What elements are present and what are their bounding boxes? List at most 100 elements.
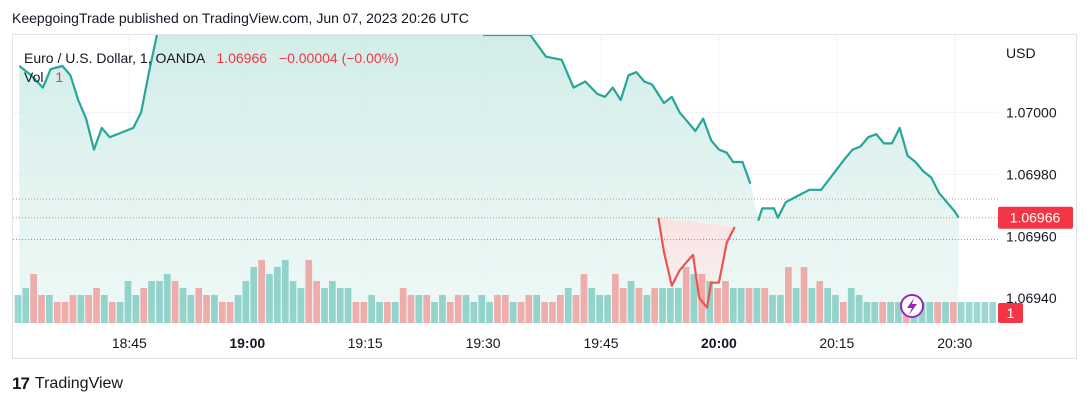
volume-legend-value: 1 bbox=[55, 69, 64, 85]
volume-bar bbox=[981, 302, 989, 323]
volume-bar bbox=[399, 288, 407, 323]
volume-bar bbox=[525, 295, 533, 323]
volume-legend-label: Vol bbox=[24, 69, 44, 85]
volume-bar bbox=[549, 302, 556, 323]
volume-bar bbox=[116, 302, 124, 323]
volume-bar bbox=[250, 267, 258, 323]
volume-bar bbox=[761, 288, 769, 323]
volume-badge-label: 1 bbox=[1007, 305, 1015, 321]
volume-bar bbox=[360, 302, 368, 323]
volume-bar bbox=[808, 288, 816, 323]
volume-bar bbox=[942, 302, 949, 323]
volume-bar bbox=[352, 302, 360, 323]
volume-bar bbox=[517, 302, 525, 323]
volume-bar bbox=[274, 267, 281, 323]
volume-bar bbox=[46, 295, 53, 323]
volume-bar bbox=[391, 302, 399, 323]
volume-bar bbox=[863, 302, 871, 323]
volume-bar bbox=[729, 288, 737, 323]
volume-bar bbox=[242, 281, 250, 323]
volume-bar bbox=[85, 295, 92, 323]
volume-bar bbox=[101, 295, 108, 323]
lightning-icon[interactable] bbox=[900, 294, 924, 318]
volume-bar bbox=[816, 281, 824, 323]
volume-bar bbox=[14, 295, 22, 323]
tradingview-logo[interactable]: 17 TradingView bbox=[12, 374, 123, 394]
volume-bar bbox=[478, 295, 486, 323]
volume-bar bbox=[53, 302, 61, 323]
x-tick-label: 19:15 bbox=[348, 335, 383, 351]
volume-bar bbox=[950, 302, 957, 323]
volume-bar bbox=[368, 295, 375, 323]
volume-bar bbox=[187, 295, 195, 323]
volume-bar bbox=[769, 295, 776, 323]
price-line-up bbox=[18, 35, 158, 151]
volume-bar bbox=[462, 295, 470, 323]
volume-bar bbox=[431, 302, 438, 323]
volume-bar bbox=[572, 295, 580, 323]
volume-bar bbox=[635, 288, 643, 323]
volume-bar bbox=[108, 302, 116, 323]
volume-bar bbox=[376, 302, 383, 323]
volume-bar bbox=[753, 288, 761, 323]
tradingview-brand: TradingView bbox=[34, 375, 123, 392]
volume-bar bbox=[305, 260, 313, 323]
volume-bar bbox=[439, 295, 446, 323]
x-tick-label: 19:00 bbox=[229, 335, 265, 351]
volume-bar bbox=[140, 288, 148, 323]
volume-bar bbox=[824, 288, 831, 323]
volume-bar bbox=[557, 295, 564, 323]
volume-bar bbox=[407, 295, 415, 323]
volume-bar bbox=[785, 267, 792, 323]
price-line-up bbox=[483, 35, 752, 184]
volume-bar bbox=[93, 288, 100, 323]
volume-bar bbox=[564, 288, 572, 323]
x-tick-label: 20:15 bbox=[819, 335, 854, 351]
volume-bar bbox=[957, 302, 965, 323]
volume-bar bbox=[965, 302, 973, 323]
volume-badge bbox=[998, 303, 1023, 323]
chart-frame bbox=[12, 34, 1077, 359]
volume-bar bbox=[800, 267, 808, 323]
volume-bar bbox=[887, 302, 894, 323]
published-line: KeepgoingTrade published on TradingView.… bbox=[12, 10, 469, 26]
volume-bar bbox=[61, 302, 69, 323]
volume-bar bbox=[203, 295, 210, 323]
volume-bar bbox=[509, 302, 517, 323]
volume-bar bbox=[989, 302, 997, 323]
volume-bar bbox=[777, 295, 784, 323]
volume-bar bbox=[541, 302, 548, 323]
y-tick-label: 1.07000 bbox=[1006, 104, 1057, 120]
volume-bar bbox=[179, 288, 187, 323]
volume-bar bbox=[502, 295, 509, 323]
price-area-fill bbox=[19, 35, 959, 323]
volume-bar bbox=[289, 281, 297, 323]
volume-bar bbox=[588, 288, 596, 323]
x-tick-label: 20:30 bbox=[937, 335, 972, 351]
volume-bar bbox=[840, 302, 847, 323]
volume-bar bbox=[619, 288, 627, 323]
volume-bar bbox=[895, 302, 902, 323]
price-line-up bbox=[757, 126, 960, 222]
y-tick-label: 1.06960 bbox=[1006, 228, 1057, 244]
volume-bar bbox=[722, 281, 729, 323]
lightning-icon-bolt bbox=[907, 298, 917, 315]
volume-bar bbox=[486, 302, 493, 323]
last-price-label: 1.06966 bbox=[1010, 210, 1061, 226]
volume-bar bbox=[926, 302, 934, 323]
volume-bar bbox=[604, 295, 611, 323]
volume-bar bbox=[211, 295, 218, 323]
volume-bar bbox=[643, 295, 651, 323]
volume-bar bbox=[470, 302, 478, 323]
volume-bar bbox=[313, 281, 320, 323]
volume-bar bbox=[792, 288, 800, 323]
volume-bar bbox=[847, 288, 855, 323]
legend-price: 1.06966 bbox=[216, 50, 268, 66]
x-tick-label: 19:45 bbox=[583, 335, 618, 351]
volume-legend: Vol 1 bbox=[24, 69, 63, 85]
volume-bar bbox=[336, 288, 344, 323]
volume-bar bbox=[344, 288, 352, 323]
volume-bar bbox=[879, 302, 886, 323]
volume-bar bbox=[832, 295, 839, 323]
